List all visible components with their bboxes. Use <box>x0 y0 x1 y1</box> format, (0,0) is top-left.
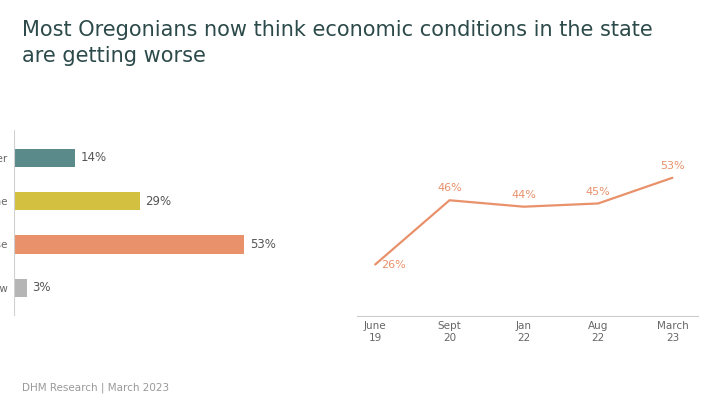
Text: 53%: 53% <box>660 161 685 171</box>
Text: 26%: 26% <box>381 260 405 269</box>
Text: 45%: 45% <box>585 187 611 196</box>
Bar <box>14 149 75 167</box>
Text: 3%: 3% <box>32 281 51 294</box>
Bar <box>14 235 244 254</box>
Bar <box>14 279 27 297</box>
Text: 44%: 44% <box>511 190 536 200</box>
Text: 46%: 46% <box>437 183 462 193</box>
Text: DHM Research | March 2023: DHM Research | March 2023 <box>22 382 168 393</box>
Text: 14%: 14% <box>81 151 107 164</box>
Text: 29%: 29% <box>145 194 171 208</box>
Bar <box>14 192 140 210</box>
Text: Most Oregonians now think economic conditions in the state
are getting worse: Most Oregonians now think economic condi… <box>22 20 652 66</box>
Text: 53%: 53% <box>250 238 276 251</box>
